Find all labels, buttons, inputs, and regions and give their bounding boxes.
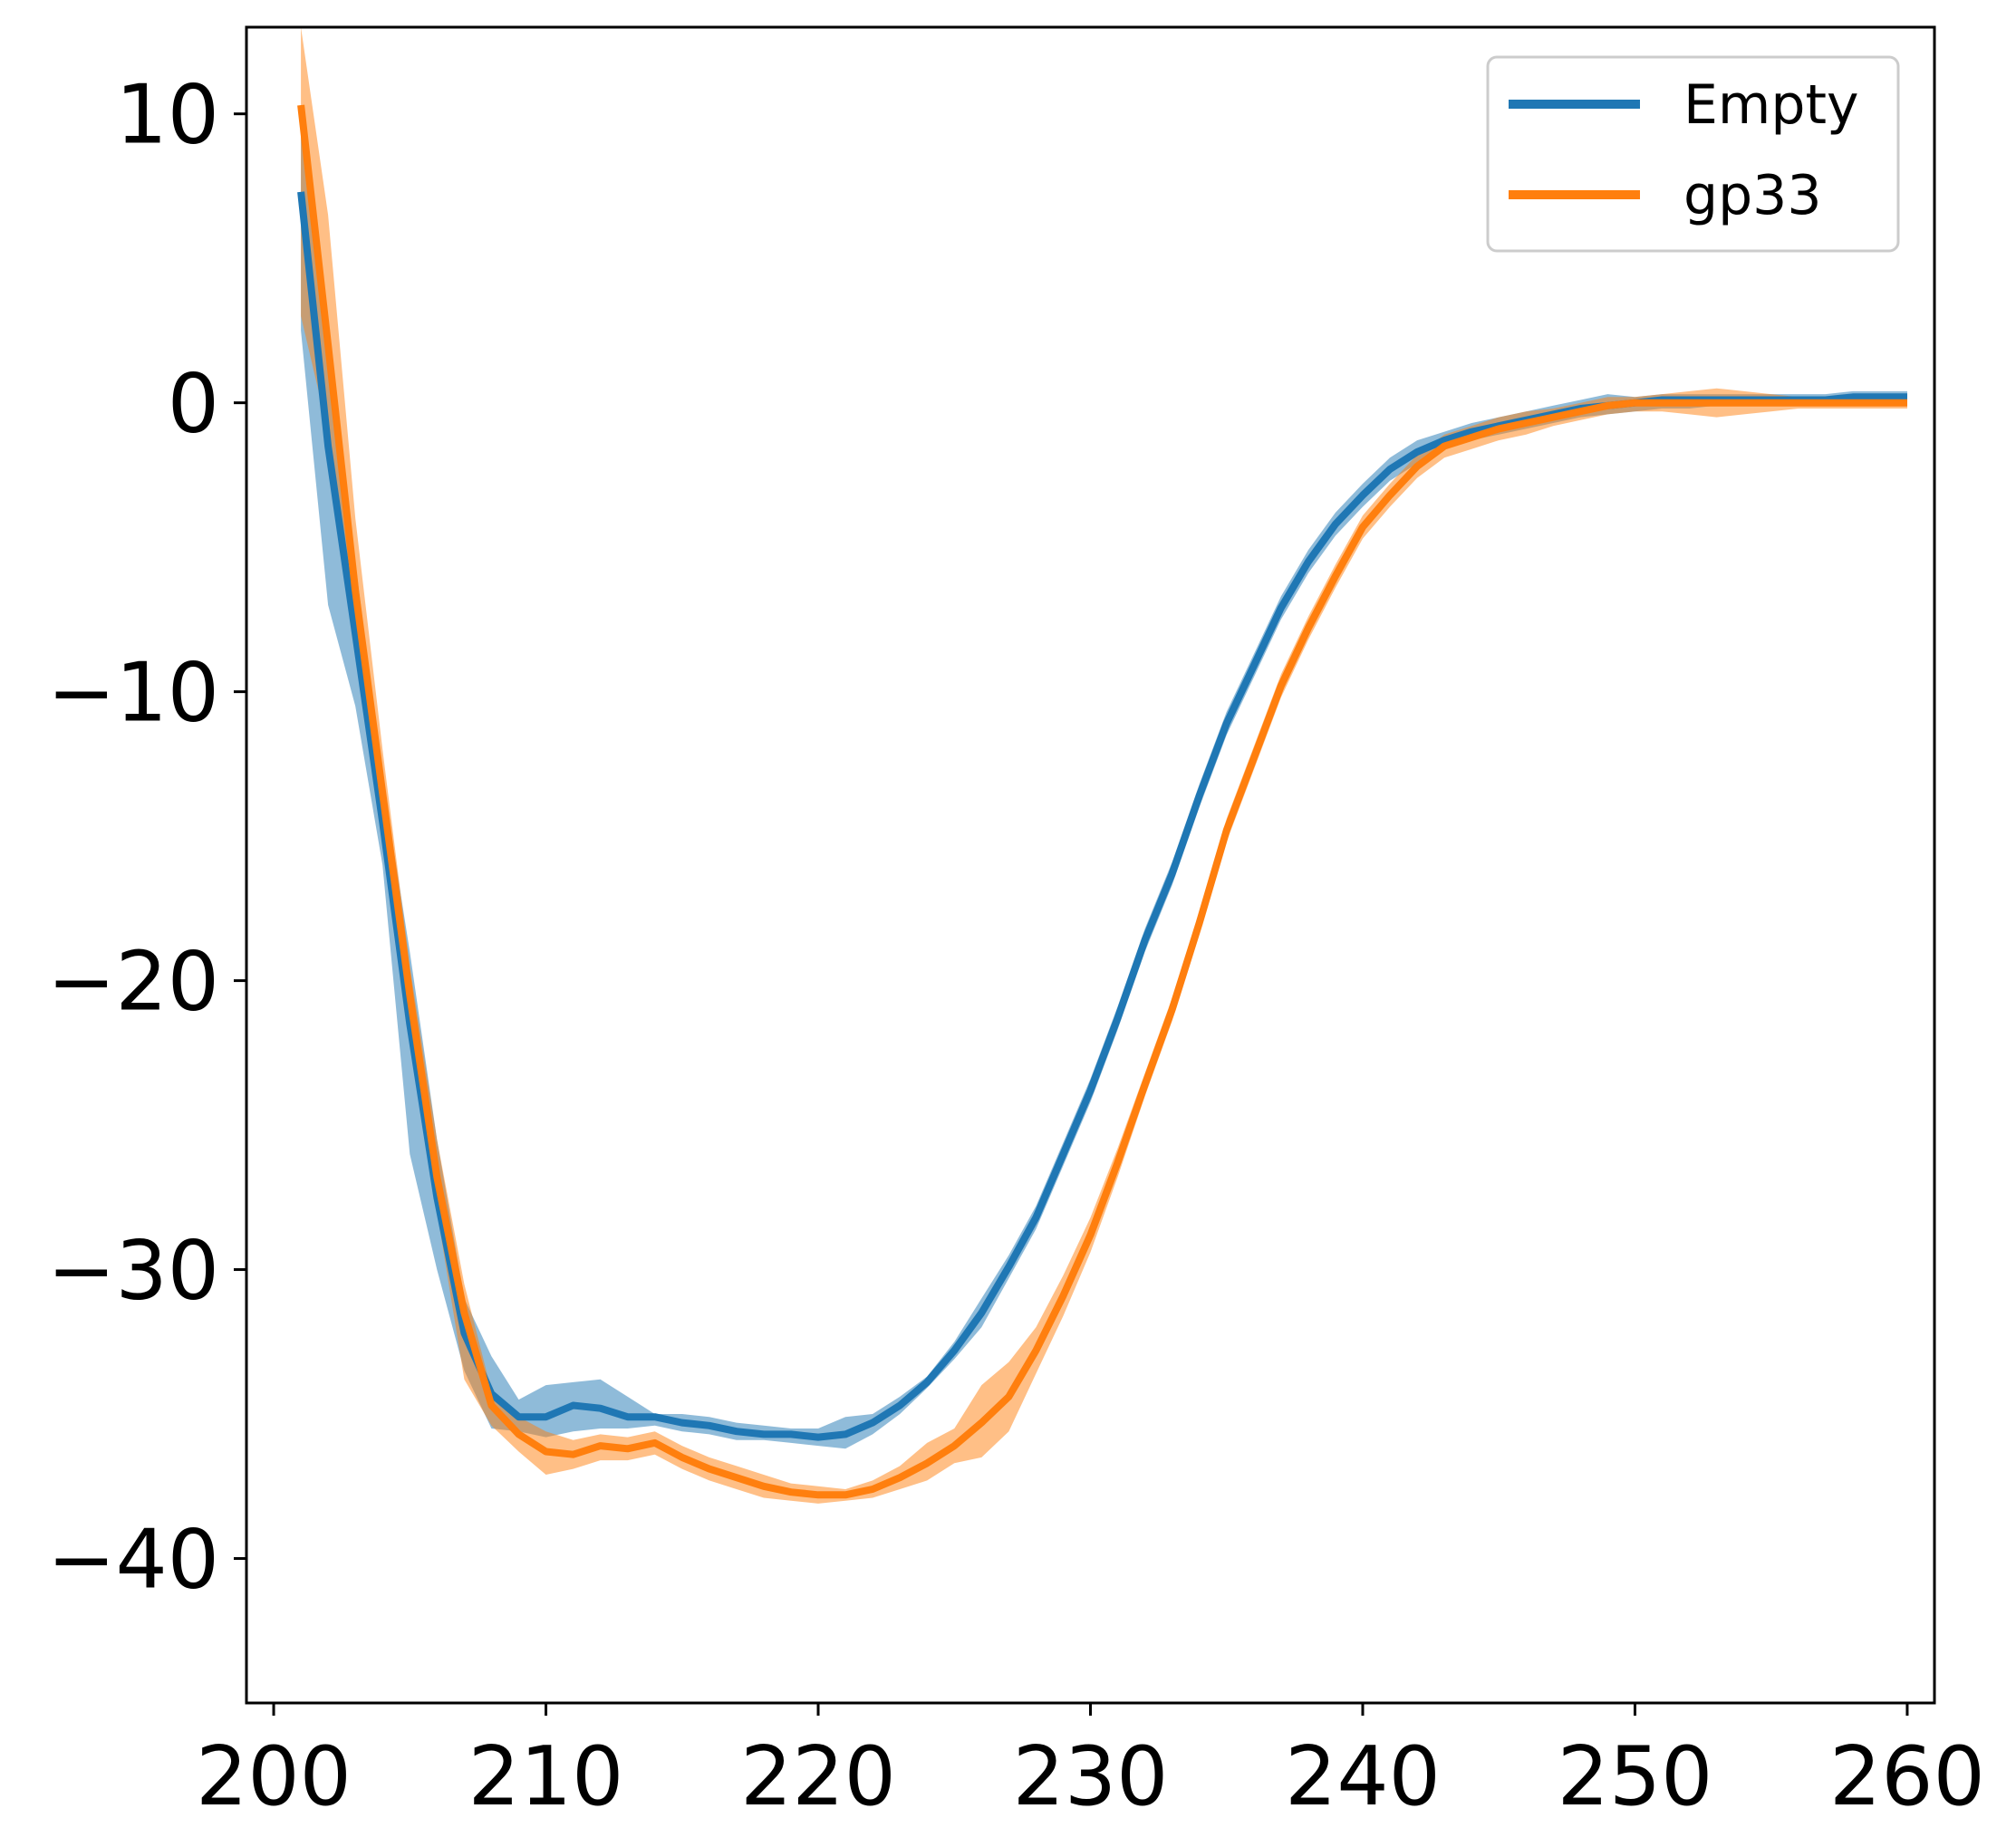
x-tick-label: 240: [1285, 1729, 1441, 1824]
x-tick-label: 220: [740, 1729, 896, 1824]
series-lines: [297, 104, 1907, 1499]
series-line-gp33: [297, 104, 1907, 1499]
series-line-empty: [297, 191, 1907, 1441]
x-axis: 200 210 220 230 240 250 260: [196, 1703, 1985, 1824]
x-tick-label: 200: [196, 1729, 352, 1824]
x-tick-label: 230: [1013, 1729, 1169, 1824]
y-tick-label: 10: [115, 68, 219, 163]
legend-label-empty: Empty: [1683, 73, 1858, 137]
y-axis: 10 0 −10 −20 −30 −40: [47, 68, 246, 1608]
y-tick-label: −10: [47, 646, 219, 741]
x-tick-label: 260: [1829, 1729, 1985, 1824]
legend: Empty gp33: [1486, 55, 1900, 253]
legend-label-gp33: gp33: [1683, 164, 1822, 227]
plot-frame: [245, 25, 1936, 1705]
y-tick-label: −40: [47, 1513, 219, 1608]
y-tick-label: 0: [168, 357, 219, 452]
x-tick-label: 210: [468, 1729, 624, 1824]
band-empty: [301, 128, 1908, 1449]
y-tick-label: −20: [47, 935, 219, 1030]
y-tick-label: −30: [47, 1224, 219, 1319]
x-tick-label: 250: [1558, 1729, 1713, 1824]
